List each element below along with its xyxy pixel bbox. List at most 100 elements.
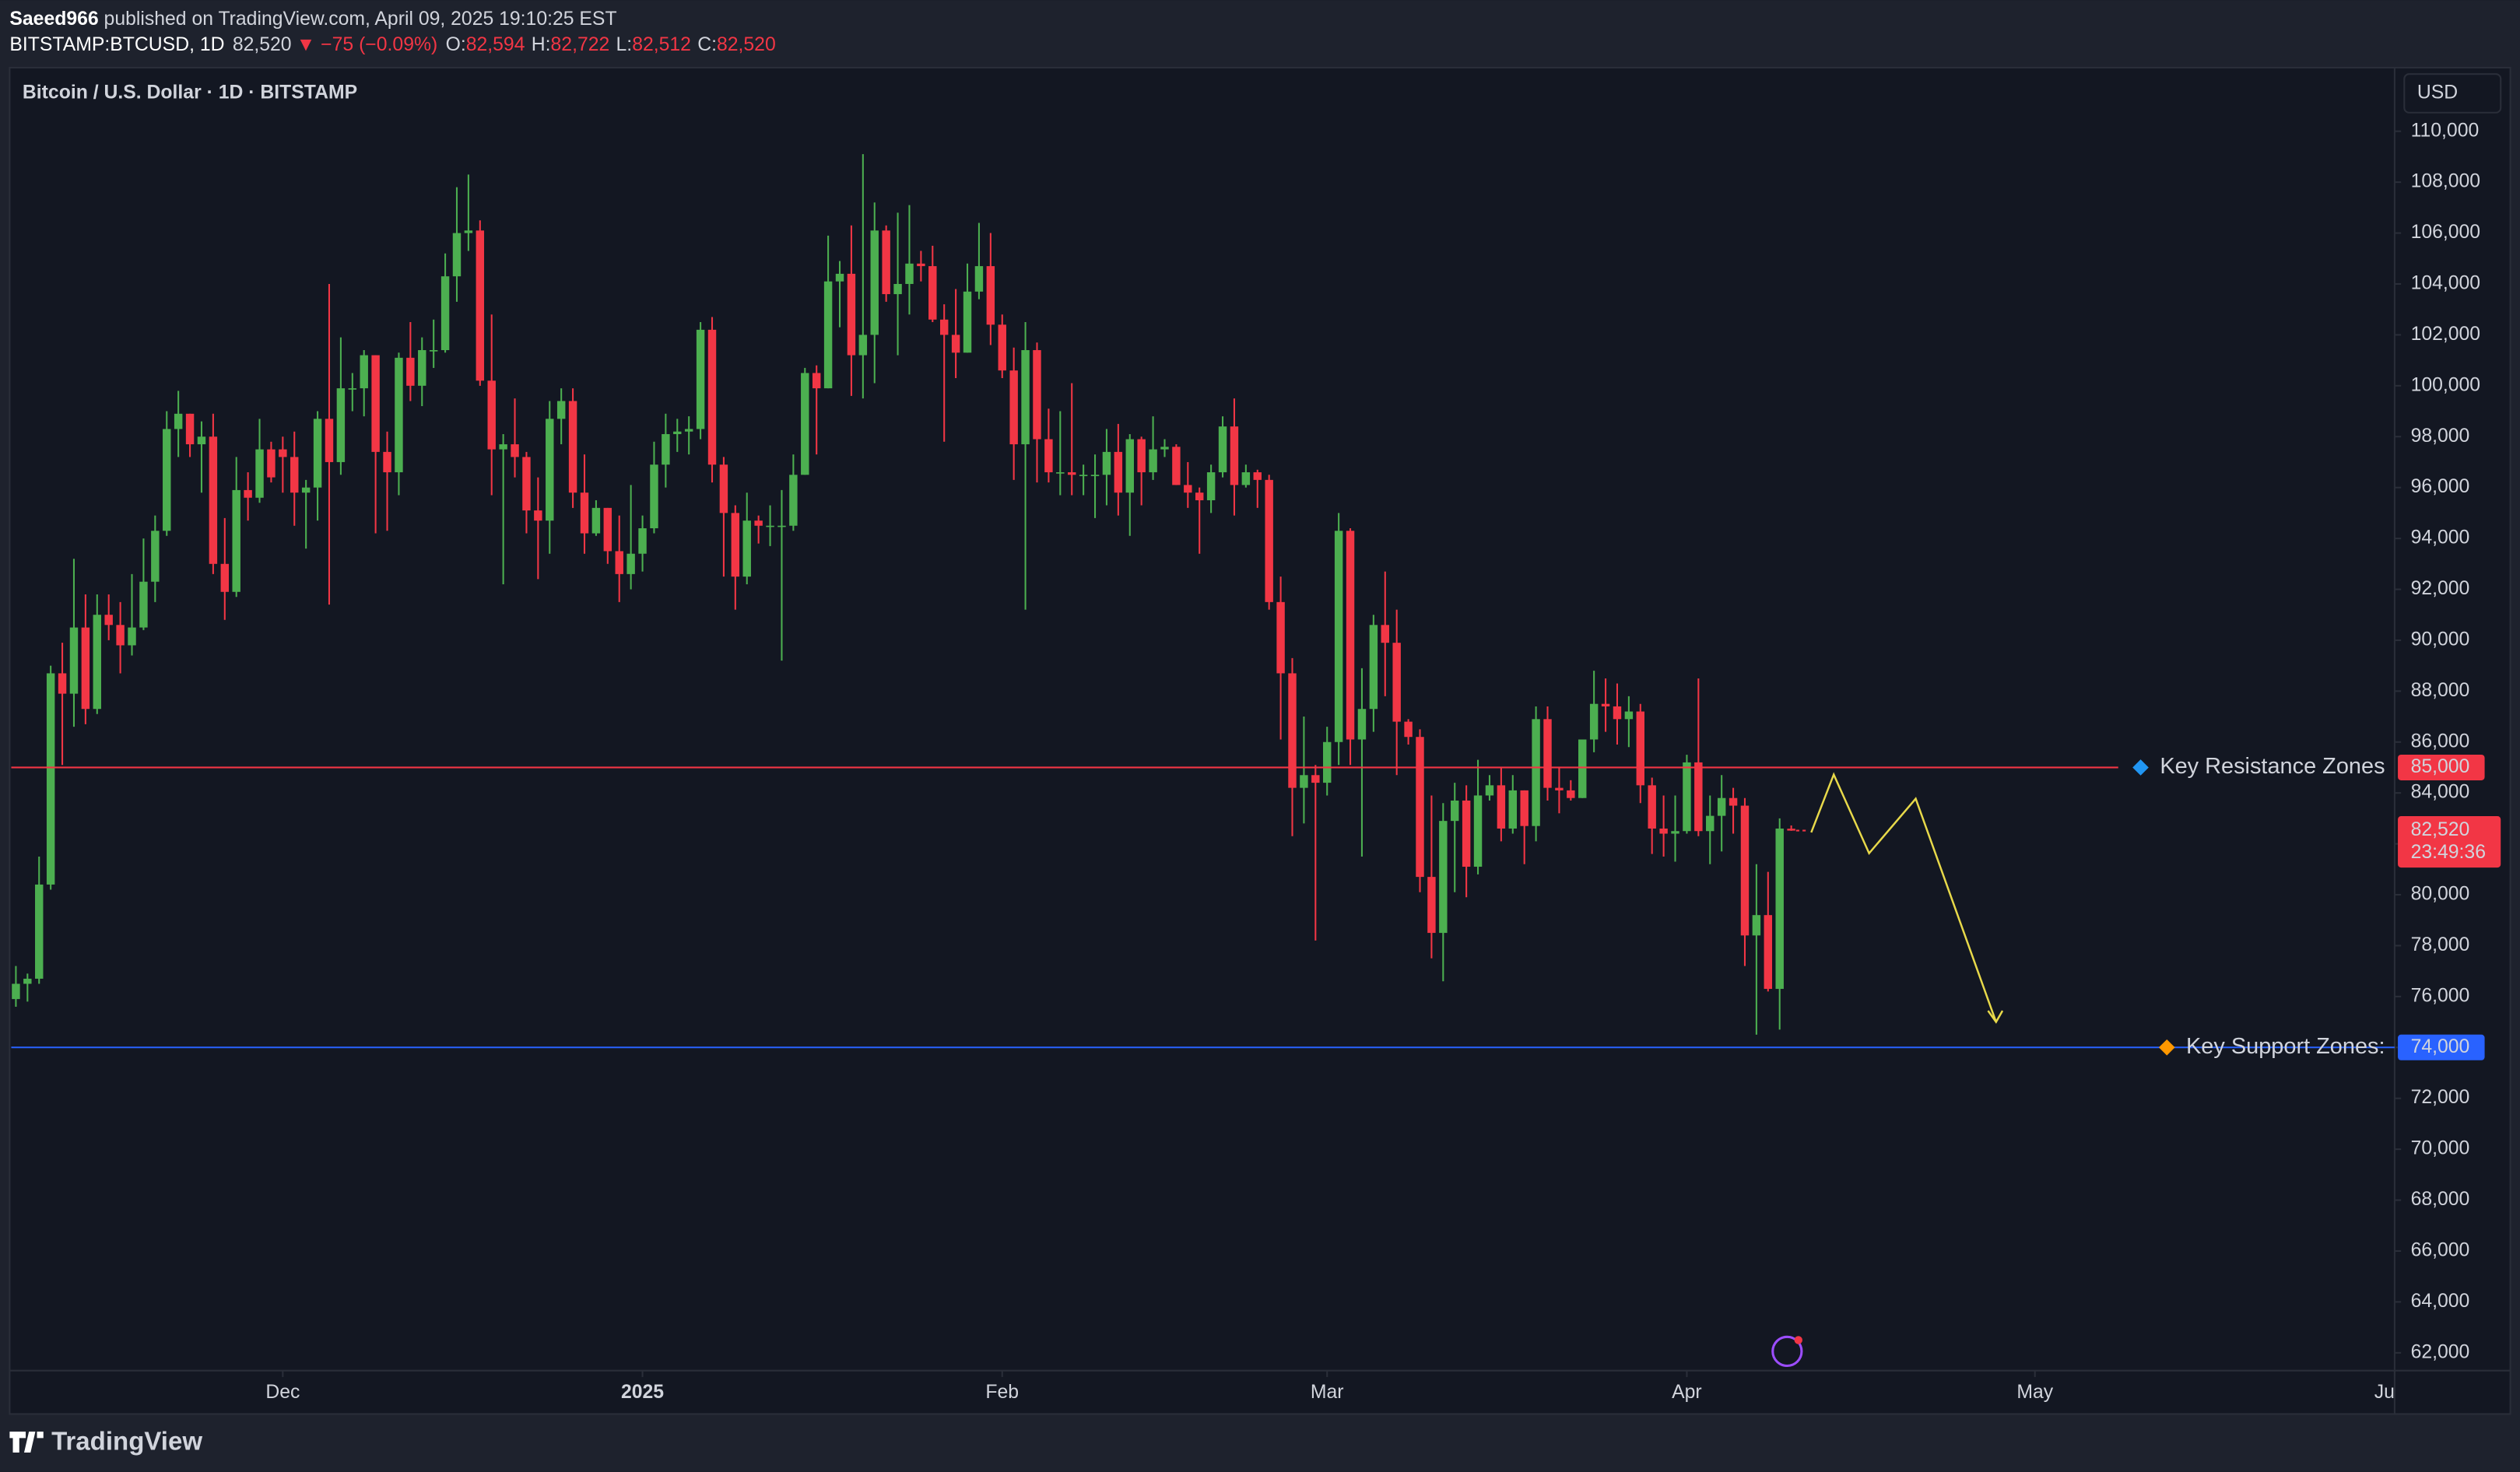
level-price-tag (2398, 1034, 2485, 1060)
candle-body (905, 263, 914, 284)
candle-body (928, 266, 937, 320)
candle-body (197, 436, 206, 445)
candle-body (151, 531, 160, 582)
candle-body (499, 444, 507, 450)
projection-arrowhead (1987, 1010, 2004, 1024)
candle-body (986, 266, 995, 325)
candle-body (580, 492, 589, 534)
candle-body (1137, 439, 1146, 473)
candle-body (603, 507, 612, 552)
candle-body (626, 553, 635, 574)
assistant-icon[interactable] (1771, 1335, 1803, 1368)
candle-body (731, 513, 740, 577)
candle-body (1381, 625, 1389, 643)
candle-body (116, 625, 125, 646)
candle-body (858, 335, 868, 356)
candle-body (1206, 472, 1216, 501)
candle-body (1125, 439, 1134, 493)
candle-body (1357, 709, 1367, 740)
y-tick-label: 62,000 (2411, 1341, 2470, 1362)
chart-title: Bitcoin / U.S. Dollar · 1D · BITSTAMP (23, 82, 357, 103)
candle-body (1520, 790, 1528, 826)
candle-body (1729, 797, 1738, 806)
candle-body (1044, 439, 1053, 473)
candle-body (1218, 426, 1227, 473)
candle-body (1671, 831, 1679, 834)
last-price-label: 82,520 (2411, 819, 2470, 840)
symbol-line: BITSTAMP:BTCUSD, 1D 82,520 ▼ −75 (−0.09%) O… (9, 34, 775, 55)
y-tick-label: 96,000 (2411, 476, 2470, 497)
candle-body (1416, 737, 1424, 878)
candle-body (1323, 741, 1332, 783)
candle-body (534, 510, 542, 521)
x-tick-label: Apr (1672, 1382, 1702, 1403)
candle-body (974, 266, 984, 292)
y-tick-label: 98,000 (2411, 426, 2470, 447)
candle-body (12, 983, 20, 1000)
candle-body (267, 449, 276, 478)
candle-body (1497, 785, 1506, 829)
currency[interactable]: USD (2417, 82, 2458, 103)
candle-body (185, 413, 195, 445)
o-value: 82,594 (466, 34, 525, 55)
candle-body (1276, 601, 1285, 674)
level-price-label: 85,000 (2411, 756, 2470, 777)
candle-body (1265, 479, 1273, 602)
candle-body (128, 627, 136, 646)
candle-body (1624, 711, 1634, 720)
candle-body (662, 433, 670, 465)
level-label: Key Support Zones: (2186, 1034, 2385, 1059)
candle-body (882, 230, 890, 295)
candle-body (801, 373, 809, 475)
candle-body (1056, 472, 1065, 474)
candle-body (23, 978, 32, 984)
x-tick-label: 2025 (621, 1382, 664, 1403)
candle-body (139, 581, 148, 628)
candle-body (719, 464, 728, 513)
candle-body (232, 489, 240, 592)
x-tick-label: Feb (985, 1382, 1019, 1403)
candle-body (1346, 531, 1355, 740)
candle-body (1508, 790, 1518, 829)
y-tick-label: 72,000 (2411, 1087, 2470, 1108)
candle-body (650, 464, 658, 528)
y-tick-label: 92,000 (2411, 578, 2470, 599)
candle-body (1392, 643, 1401, 722)
plot-area (12, 154, 1795, 1035)
candle-body (1740, 805, 1750, 936)
published: published on TradingView.com, April 09, … (99, 9, 617, 30)
candle-body (290, 457, 299, 493)
y-tick-label: 86,000 (2411, 731, 2470, 752)
assistant-dot (1794, 1336, 1802, 1344)
author: Saeed966 (9, 9, 98, 30)
candle-body (546, 419, 554, 521)
y-tick-label: 88,000 (2411, 680, 2470, 701)
candle-body (1752, 915, 1761, 936)
candle-body (1067, 472, 1076, 475)
candle-body (1021, 350, 1030, 445)
candle-body (383, 451, 391, 473)
y-tick-label: 70,000 (2411, 1138, 2470, 1159)
countdown-label: 23:49:36 (2411, 842, 2486, 863)
candle-body (1160, 447, 1169, 450)
c-label: C: (697, 34, 717, 55)
candle-body (440, 276, 450, 351)
y-tick-label: 110,000 (2411, 120, 2480, 141)
candle-body (1311, 775, 1320, 783)
y-tick-label: 102,000 (2411, 324, 2481, 345)
y-tick-label: 90,000 (2411, 629, 2470, 650)
candle-body (754, 520, 763, 526)
currency-box[interactable] (2403, 73, 2502, 114)
candle-body (1613, 706, 1622, 720)
symbol: BITSTAMP:BTCUSD, 1D (9, 34, 224, 55)
candle-body (46, 673, 55, 885)
candle-body (835, 273, 844, 282)
candle-body (81, 627, 90, 710)
candle-body (1184, 485, 1192, 493)
price: 82,520 (233, 34, 292, 55)
candle-body (1543, 719, 1552, 788)
candle-body (1601, 703, 1610, 706)
candle-body (1532, 719, 1540, 826)
candle-body (1114, 451, 1123, 493)
candle-body (1485, 785, 1494, 796)
